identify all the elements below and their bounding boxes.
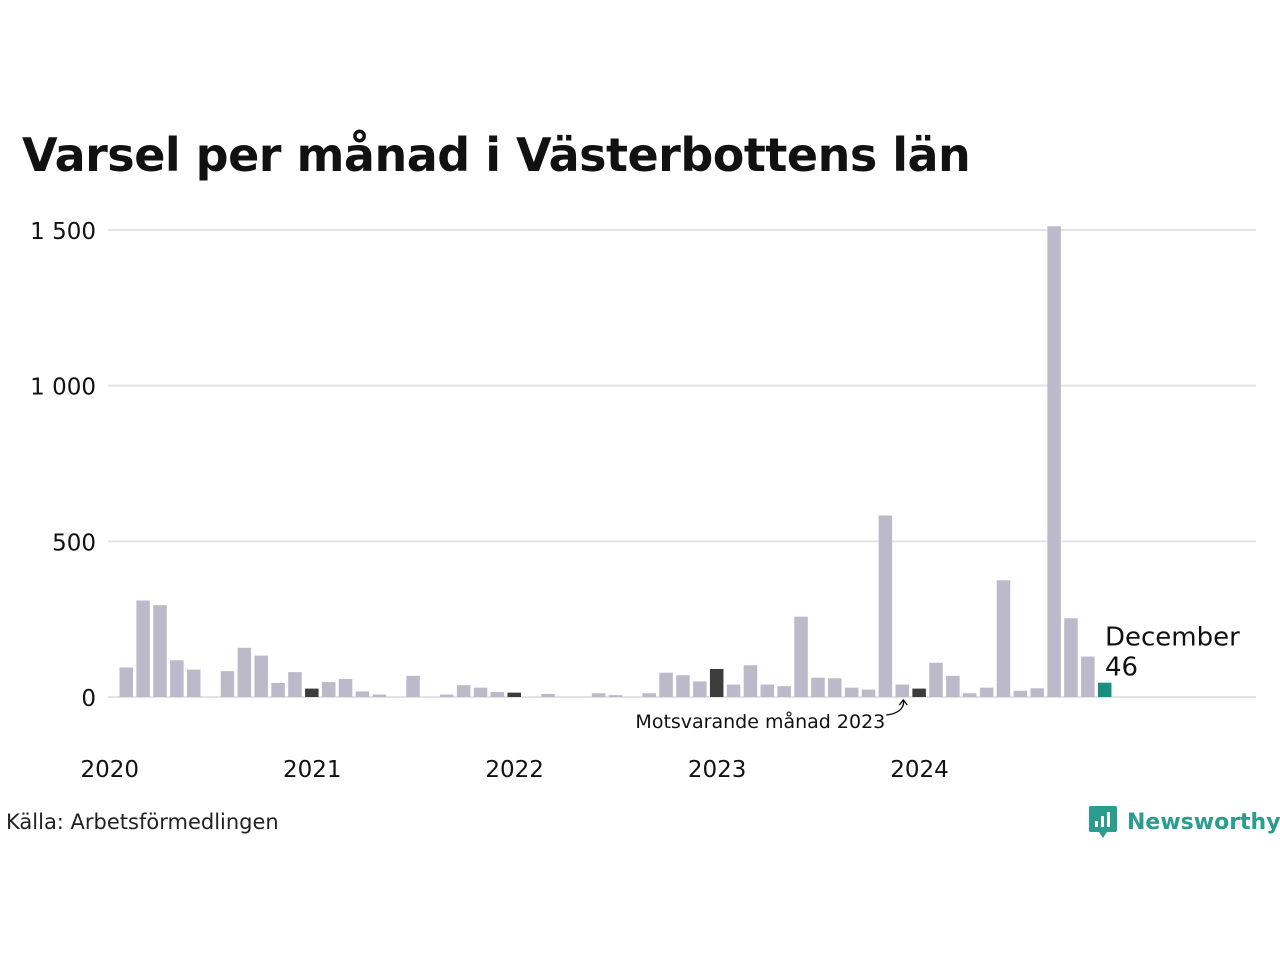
x-tick-label: 2022 bbox=[485, 757, 544, 783]
x-tick-label: 2020 bbox=[81, 757, 140, 783]
bar-comparison bbox=[912, 688, 926, 697]
x-tick-label: 2021 bbox=[283, 757, 342, 783]
brand-logo: Newsworthy bbox=[1088, 804, 1280, 840]
bar bbox=[186, 669, 201, 697]
bar bbox=[321, 682, 336, 697]
bar bbox=[895, 684, 910, 697]
y-tick-label: 500 bbox=[52, 530, 96, 556]
current-month-label: December bbox=[1105, 623, 1240, 653]
bar bbox=[878, 515, 893, 697]
bar bbox=[608, 695, 623, 697]
bar bbox=[170, 660, 184, 697]
current-month-value: 46 bbox=[1105, 653, 1138, 683]
gridlines bbox=[108, 229, 1256, 698]
bar bbox=[1064, 618, 1078, 697]
bars bbox=[119, 226, 1112, 697]
y-tick-label: 1 000 bbox=[30, 375, 96, 401]
bar bbox=[693, 681, 707, 697]
bar bbox=[1030, 688, 1044, 697]
bar bbox=[676, 675, 690, 697]
bar-comparison bbox=[305, 688, 319, 697]
brand-name: Newsworthy bbox=[1127, 809, 1280, 835]
bar bbox=[541, 693, 555, 697]
y-axis-ticks: 0 500 1 000 1 500 bbox=[30, 219, 96, 712]
bar bbox=[338, 678, 353, 697]
bar bbox=[406, 675, 420, 697]
bar bbox=[153, 605, 167, 697]
bar bbox=[591, 693, 606, 697]
comparison-arrowhead bbox=[898, 698, 908, 706]
source-note: Källa: Arbetsförmedlingen bbox=[6, 810, 279, 834]
bar bbox=[929, 662, 943, 697]
bar bbox=[743, 665, 758, 697]
annotations: December 46 Motsvarande månad 2023 bbox=[635, 623, 1240, 733]
bar bbox=[794, 616, 808, 697]
bar bbox=[237, 647, 252, 697]
newsworthy-logo-icon bbox=[1089, 806, 1117, 838]
bar bbox=[642, 693, 656, 697]
chart-title: Varsel per månad i Västerbottens län bbox=[22, 128, 971, 182]
bar bbox=[861, 689, 876, 697]
bar bbox=[372, 694, 387, 697]
bar bbox=[963, 693, 977, 697]
bar bbox=[828, 678, 842, 697]
bar bbox=[355, 691, 370, 697]
x-axis-ticks: 2020 2021 2022 2023 2024 bbox=[81, 757, 949, 783]
bar bbox=[271, 682, 285, 697]
bar bbox=[440, 694, 454, 697]
bar-comparison bbox=[507, 692, 522, 697]
bar bbox=[1013, 690, 1028, 697]
bar bbox=[220, 671, 235, 697]
bar bbox=[254, 655, 268, 697]
bar-comparison bbox=[709, 668, 724, 697]
comparison-month-label: Motsvarande månad 2023 bbox=[635, 710, 885, 733]
bar bbox=[288, 672, 302, 697]
bar bbox=[659, 672, 673, 697]
y-tick-label: 0 bbox=[81, 686, 96, 712]
bar bbox=[456, 685, 471, 697]
bar bbox=[1081, 656, 1095, 697]
bar-current bbox=[1097, 682, 1112, 697]
bar bbox=[119, 667, 133, 697]
x-tick-label: 2024 bbox=[890, 757, 949, 783]
x-tick-label: 2023 bbox=[688, 757, 747, 783]
bar bbox=[760, 684, 775, 697]
comparison-arrow bbox=[886, 699, 905, 716]
bar bbox=[844, 687, 859, 697]
bar bbox=[490, 692, 505, 697]
bar bbox=[1047, 226, 1061, 697]
bar bbox=[136, 600, 150, 697]
bar bbox=[726, 684, 741, 697]
bar bbox=[811, 677, 825, 697]
y-tick-label: 1 500 bbox=[30, 219, 96, 245]
bar-chart: 0 500 1 000 1 500 2020 2021 2022 2023 2024 Dece… bbox=[30, 219, 1256, 783]
bar bbox=[946, 675, 960, 697]
bar bbox=[777, 686, 791, 697]
bar bbox=[979, 687, 994, 697]
bar bbox=[473, 687, 488, 697]
bar bbox=[996, 580, 1011, 697]
